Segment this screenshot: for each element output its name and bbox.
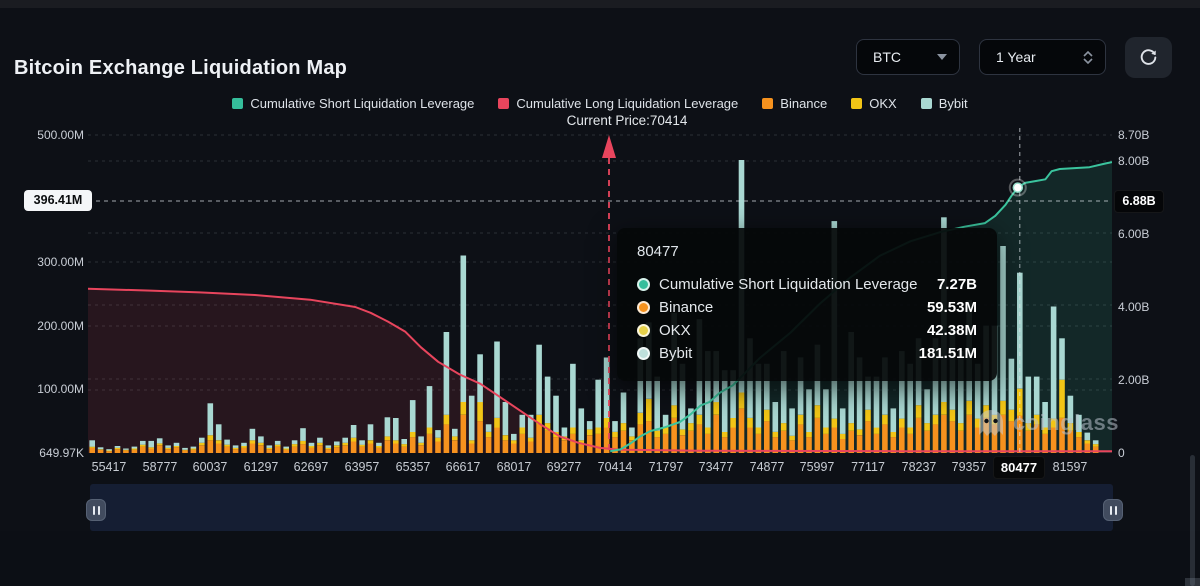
- datazoom-right-handle[interactable]: [1103, 499, 1123, 521]
- legend-label: Bybit: [938, 96, 968, 111]
- series-dot-icon: [637, 278, 650, 291]
- x-axis-tick: 55417: [91, 460, 127, 474]
- tooltip-series-name: OKX: [659, 322, 691, 339]
- tooltip-row: Bybit 181.51M: [637, 342, 977, 365]
- legend-item[interactable]: Bybit: [920, 96, 968, 111]
- y-axis-tick: 0: [1118, 446, 1125, 460]
- x-axis-tick: 79357: [951, 460, 987, 474]
- y-axis-tick: 2.00B: [1118, 373, 1150, 387]
- x-axis-tick: 65357: [395, 460, 431, 474]
- chevron-down-icon: [937, 54, 947, 60]
- x-axis-tick: 75997: [799, 460, 835, 474]
- crosshair-left-axis-pill: 396.41M: [24, 190, 92, 211]
- coinglass-logo-icon: [979, 410, 1003, 436]
- legend-item[interactable]: Cumulative Long Liquidation Leverage: [498, 96, 738, 111]
- x-axis-tick: 61297: [243, 460, 279, 474]
- datazoom-left-handle[interactable]: [86, 499, 106, 521]
- tooltip-series-value: 7.27B: [936, 276, 977, 293]
- tooltip-series-name: Cumulative Short Liquidation Leverage: [659, 276, 918, 293]
- x-axis-tick: 74877: [749, 460, 785, 474]
- legend-item[interactable]: OKX: [851, 96, 897, 111]
- y-axis-tick: 500.00M: [37, 128, 84, 142]
- legend-label: OKX: [869, 96, 897, 111]
- legend-label: Cumulative Short Liquidation Leverage: [250, 96, 475, 111]
- y-axis-tick: 6.00B: [1118, 227, 1150, 241]
- chevron-down-icon: [1083, 57, 1093, 64]
- x-axis-tick: 60037: [192, 460, 228, 474]
- bottom-zone: [0, 531, 1200, 586]
- tooltip-series-value: 59.53M: [926, 299, 977, 316]
- x-axis-tick: 73477: [698, 460, 734, 474]
- legend-swatch-icon: [232, 98, 244, 109]
- x-axis-tick: 58777: [142, 460, 178, 474]
- series-dot-icon: [637, 301, 650, 314]
- legend-label: Binance: [780, 96, 828, 111]
- page-title: Bitcoin Exchange Liquidation Map: [14, 57, 348, 80]
- tooltip-row: Binance 59.53M: [637, 296, 977, 319]
- x-axis-tick: 66617: [445, 460, 481, 474]
- datazoom-navigator[interactable]: [90, 484, 1113, 531]
- x-axis-tick: 77117: [851, 460, 885, 474]
- x-axis-tick: 69277: [546, 460, 582, 474]
- tooltip-series-name: Bybit: [659, 345, 693, 362]
- tooltip-row: OKX 42.38M: [637, 319, 977, 342]
- y-axis-tick: 8.00B: [1118, 154, 1150, 168]
- x-axis-tick: 70414: [597, 460, 633, 474]
- watermark-text: coinglass: [1013, 410, 1119, 435]
- series-dot-icon: [637, 347, 650, 360]
- series-dot-icon: [637, 324, 650, 337]
- x-axis-tick: 81597: [1052, 460, 1088, 474]
- tooltip-series-value: 42.38M: [926, 322, 977, 339]
- legend-item[interactable]: Binance: [762, 96, 827, 111]
- x-axis-tick: 71797: [648, 460, 684, 474]
- y-axis-tick: 8.70B: [1118, 128, 1150, 142]
- top-strip: [0, 0, 1200, 8]
- chart-tooltip: 80477 Cumulative Short Liquidation Lever…: [617, 228, 997, 381]
- crosshair-right-axis-pill: 6.88B: [1114, 190, 1164, 213]
- chart-legend: Cumulative Short Liquidation Leverage Cum…: [0, 96, 1200, 111]
- stepper-icons: [1083, 50, 1093, 64]
- scrollbar-corner: [1185, 578, 1200, 586]
- tooltip-series-name: Binance: [659, 299, 714, 316]
- y-axis-tick: 100.00M: [37, 382, 84, 396]
- y-axis-tick: 200.00M: [37, 319, 84, 333]
- legend-label: Cumulative Long Liquidation Leverage: [516, 96, 739, 111]
- y-axis-tick: 649.97K: [39, 446, 84, 460]
- legend-swatch-icon: [762, 98, 774, 109]
- range-select[interactable]: 1 Year: [979, 39, 1106, 75]
- legend-item[interactable]: Cumulative Short Liquidation Leverage: [232, 96, 474, 111]
- x-axis-tick: 78237: [901, 460, 937, 474]
- y-axis-tick: 300.00M: [37, 255, 84, 269]
- chevron-up-icon: [1083, 50, 1093, 57]
- crosshair-x-axis-pill: 80477: [993, 456, 1045, 479]
- x-axis-tick: 63957: [344, 460, 380, 474]
- tooltip-row: Cumulative Short Liquidation Leverage 7.2…: [637, 273, 977, 296]
- current-price-label: Current Price:70414: [566, 113, 688, 128]
- tooltip-title: 80477: [637, 243, 679, 260]
- legend-swatch-icon: [920, 98, 932, 109]
- refresh-icon: [1140, 49, 1157, 65]
- x-axis-tick: 62697: [293, 460, 329, 474]
- legend-swatch-icon: [498, 98, 510, 109]
- refresh-button[interactable]: [1125, 37, 1172, 78]
- coinglass-watermark: coinglass: [976, 408, 1119, 438]
- x-axis-tick: 68017: [496, 460, 532, 474]
- legend-swatch-icon: [851, 98, 863, 109]
- range-select-value: 1 Year: [996, 49, 1036, 65]
- y-axis-tick: 4.00B: [1118, 300, 1150, 314]
- coin-select-value: BTC: [873, 49, 901, 65]
- tooltip-series-value: 181.51M: [918, 345, 977, 362]
- vertical-scrollbar[interactable]: [1190, 455, 1195, 586]
- coin-select[interactable]: BTC: [856, 39, 960, 75]
